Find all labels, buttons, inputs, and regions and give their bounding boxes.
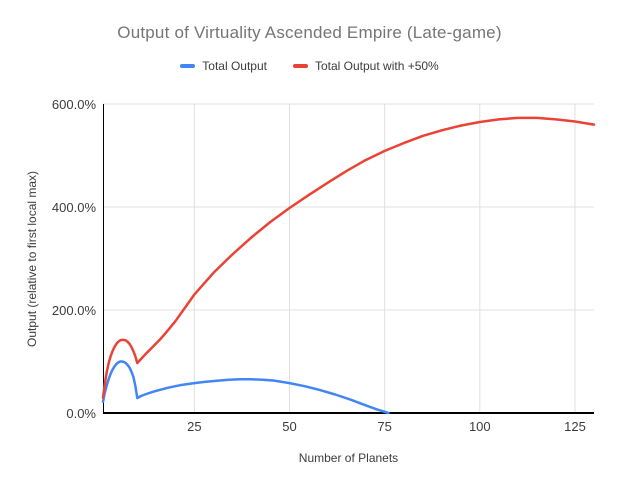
data-series: [101, 116, 596, 415]
legend-swatch-red: [292, 64, 308, 68]
x-tick-label-100: 100: [468, 419, 491, 434]
legend-item-total-output: Total Output: [180, 59, 267, 73]
y-tick-label-0.0%: 0.0%: [66, 406, 96, 421]
x-tick-label-25: 25: [187, 419, 202, 434]
x-tick-label-75: 75: [377, 419, 392, 434]
x-tick-label-50: 50: [282, 419, 297, 434]
legend-label-total-output-plus-50: Total Output with +50%: [314, 59, 439, 73]
legend-swatch-blue: [180, 64, 196, 68]
x-axis-title: Number of Planets: [298, 451, 399, 465]
series-line-0: [101, 360, 390, 415]
y-tick-label-600.0%: 600.0%: [51, 97, 96, 112]
chart-title: Output of Virtuality Ascended Empire (La…: [117, 23, 502, 42]
y-tick-label-200.0%: 200.0%: [51, 303, 96, 318]
legend: Total Output Total Output with +50%: [0, 59, 619, 73]
y-tick-label-400.0%: 400.0%: [51, 200, 96, 215]
legend-label-total-output: Total Output: [202, 59, 267, 73]
gridlines: [103, 103, 594, 413]
x-tick-label-125: 125: [564, 419, 586, 434]
legend-item-total-output-plus-50: Total Output with +50%: [292, 59, 439, 73]
series-line-1: [101, 116, 596, 399]
